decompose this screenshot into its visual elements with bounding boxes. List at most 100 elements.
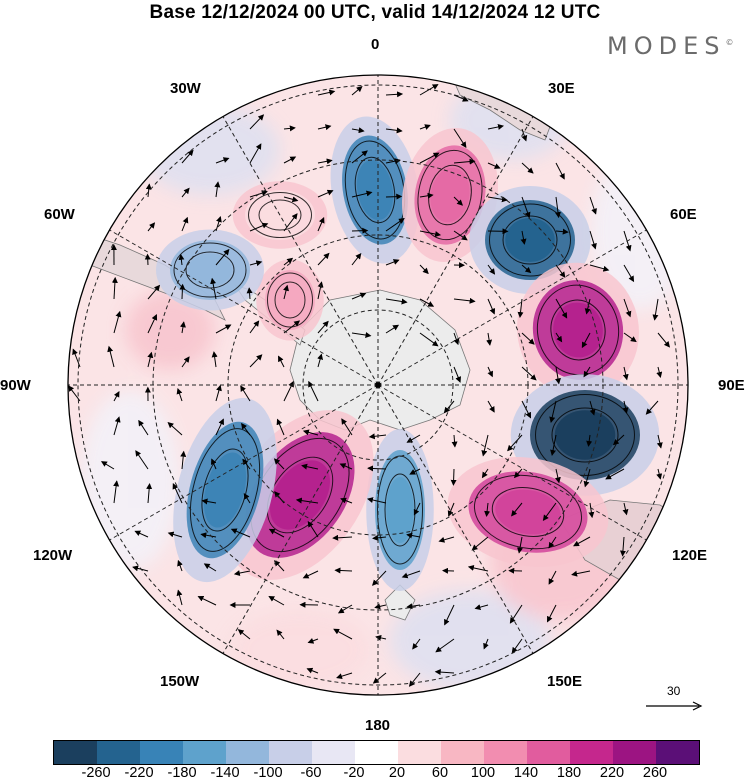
streamline-contour: [173, 242, 247, 298]
wind-vector-arrow: [419, 124, 431, 130]
wind-vector-arrow: [511, 502, 523, 517]
wind-vector-arrow: [135, 450, 149, 470]
wind-vector-arrow: [511, 638, 523, 654]
wind-vector-arrow: [547, 604, 557, 623]
label-lon-30w: 30W: [170, 80, 201, 97]
wind-vector-arrow: [481, 468, 489, 479]
wind-vector-arrow: [167, 531, 183, 538]
wind-vector-arrow: [555, 366, 561, 385]
wind-vector-arrow: [283, 156, 297, 164]
wind-vector-arrow: [419, 152, 440, 164]
positive-anomaly-center: [495, 489, 561, 535]
wind-vector-arrow: [241, 422, 251, 436]
wind-vector-arrow: [317, 252, 330, 266]
colorbar-swatch: [613, 741, 656, 764]
wind-vector-arrow: [107, 345, 115, 368]
wind-vector-arrow: [487, 264, 496, 275]
wind-vector-arrow: [438, 536, 455, 543]
colorbar-swatch: [355, 741, 398, 764]
wind-vector-arrow: [451, 434, 458, 448]
colorbar-swatch: [656, 741, 699, 764]
colorbar-swatch: [441, 741, 484, 764]
wind-vector-arrow: [474, 604, 489, 611]
wind-vector-arrow: [249, 114, 265, 130]
wind-vector-arrow: [176, 589, 183, 606]
wind-vector-arrow: [144, 253, 151, 266]
wind-vector-arrow: [521, 128, 528, 142]
streamline-contour: [248, 192, 312, 238]
wind-vector-arrow: [453, 366, 461, 383]
wind-vector-arrow: [341, 418, 353, 436]
colorbar-swatch: [54, 741, 97, 764]
wind-vector-arrow: [215, 384, 222, 402]
wind-vector-arrow: [308, 380, 319, 402]
wind-vector-arrow: [586, 434, 593, 447]
label-lon-60e: 60E: [670, 206, 697, 223]
colorbar-tick-label: -220: [124, 765, 154, 781]
wind-vector-arrow: [521, 264, 532, 274]
streamline-contour: [535, 394, 635, 476]
wind-vector-arrow: [487, 196, 508, 203]
wind-vector-arrow: [571, 570, 591, 577]
label-lon-30e: 30E: [548, 80, 575, 97]
wind-vector-arrow: [283, 213, 298, 232]
colorbar-swatch: [97, 741, 140, 764]
wind-vector-arrow: [203, 563, 217, 572]
wind-vector-arrow: [366, 497, 387, 504]
meridian-line: [377, 116, 534, 386]
meridian-line: [377, 384, 647, 541]
label-lon-120w: 120W: [33, 547, 73, 564]
meridian-line: [109, 229, 379, 386]
label-lon-150e: 150E: [547, 673, 583, 690]
wind-vector-arrow: [249, 320, 260, 334]
wind-vector-arrow: [385, 259, 400, 266]
wind-vector-arrow: [412, 638, 421, 650]
wind-vector-arrow: [317, 189, 334, 198]
wind-vector-arrow: [435, 638, 455, 653]
wind-vector-arrow: [589, 196, 597, 215]
wind-vector-arrow: [471, 536, 489, 551]
wind-vector-arrow: [419, 192, 434, 199]
wind-vector-arrow: [306, 667, 319, 674]
wind-vector-arrow: [656, 434, 663, 449]
wind-vector-arrow: [406, 434, 421, 443]
wind-vector-arrow: [278, 355, 285, 368]
wind-vector-arrow: [656, 366, 663, 379]
wind-vector-arrow: [548, 570, 557, 585]
wind-vector-arrow: [340, 497, 353, 504]
meridian-line: [377, 229, 647, 386]
wind-vector-arrow: [487, 162, 501, 169]
wind-vector-arrow: [453, 297, 476, 304]
wind-vector-arrow: [549, 400, 557, 423]
wind-vector-arrow: [242, 458, 251, 470]
wind-vector-arrow: [419, 230, 442, 237]
modes-logo: MODES©: [607, 32, 734, 60]
wind-vector-arrow: [385, 193, 403, 200]
wind-vector-arrow: [72, 348, 81, 368]
colorbar-swatch: [183, 741, 226, 764]
wind-vector-arrow: [555, 228, 569, 235]
wind-vectors: [68, 84, 671, 687]
wind-vector-arrow: [167, 421, 183, 436]
map-boundary: [67, 74, 689, 696]
wind-vector-arrow: [413, 502, 421, 516]
wind-vector-arrow: [550, 434, 557, 456]
wind-vector-arrow: [215, 248, 230, 266]
wind-vector-arrow: [334, 567, 353, 574]
wind-vector-arrow: [276, 629, 285, 640]
wind-vector-arrow: [443, 400, 455, 414]
wind-vector-arrow: [657, 332, 671, 348]
wind-vector-arrow: [622, 400, 629, 414]
meridian-line: [222, 116, 379, 386]
wind-vector-arrow: [240, 385, 251, 402]
meridian-line: [222, 384, 379, 654]
wind-vector-arrow: [138, 419, 149, 436]
wind-vector-arrow: [652, 298, 659, 321]
streamline-contour: [274, 281, 306, 319]
wind-vector-arrow: [246, 287, 253, 300]
wind-vector-arrow: [317, 158, 333, 165]
colorbar-tick-label: 140: [513, 765, 539, 781]
wind-vector-arrow: [419, 298, 435, 307]
wind-vector-arrow: [147, 314, 158, 334]
wind-vector-arrow: [419, 264, 429, 275]
